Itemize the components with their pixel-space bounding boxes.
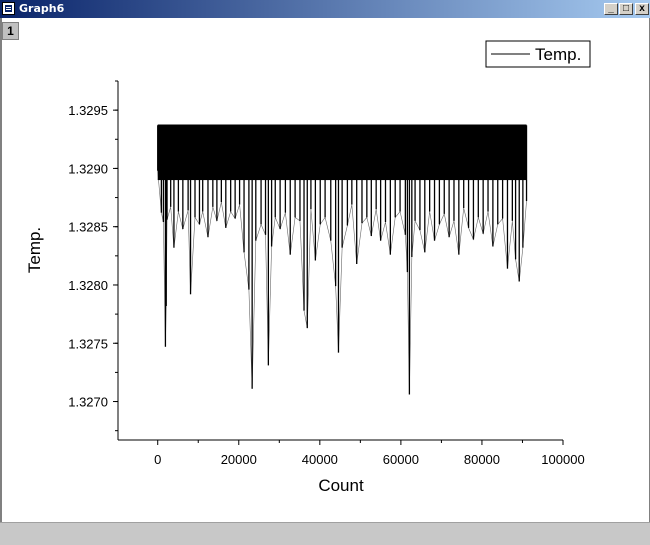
x-axis: 0 20000 40000 60000 80000 100000	[118, 439, 585, 467]
y-tick-label: 1.3295	[68, 103, 108, 118]
y-tick-label: 1.3270	[68, 395, 108, 410]
x-axis-title: Count	[318, 476, 364, 495]
x-tick-label: 20000	[221, 452, 257, 467]
x-tick-label: 0	[154, 452, 161, 467]
window-titlebar[interactable]: Graph6 _ □ x	[0, 0, 650, 18]
window-title: Graph6	[19, 2, 65, 15]
plot-data	[157, 124, 528, 395]
x-tick-label: 60000	[383, 452, 419, 467]
y-tick-label: 1.3290	[68, 161, 108, 176]
x-tick-label: 80000	[464, 452, 500, 467]
legend[interactable]: Temp.	[485, 40, 591, 68]
window-border-left	[0, 18, 2, 522]
y-tick-label: 1.3275	[68, 336, 108, 351]
graph-window-icon[interactable]	[2, 2, 15, 15]
legend-entry-temp: Temp.	[535, 45, 581, 64]
y-tick-label: 1.3285	[68, 220, 108, 235]
minimize-button[interactable]: _	[604, 3, 618, 15]
close-button[interactable]: x	[635, 3, 649, 15]
chart-area: 0 20000 40000 60000 80000 100000 1.3270 1.3275…	[25, 40, 591, 495]
maximize-button[interactable]: □	[619, 3, 633, 15]
x-tick-label: 40000	[302, 452, 338, 467]
y-axis: 1.3270 1.3275 1.3280 1.3285 1.3290 1.3295	[68, 80, 119, 440]
series-line-0	[157, 170, 527, 395]
y-axis-title: Temp.	[25, 227, 44, 273]
x-tick-label: 100000	[541, 452, 584, 467]
status-bar	[0, 522, 650, 545]
y-tick-label: 1.3280	[68, 278, 108, 293]
layer-tab-1[interactable]: 1	[2, 22, 19, 40]
